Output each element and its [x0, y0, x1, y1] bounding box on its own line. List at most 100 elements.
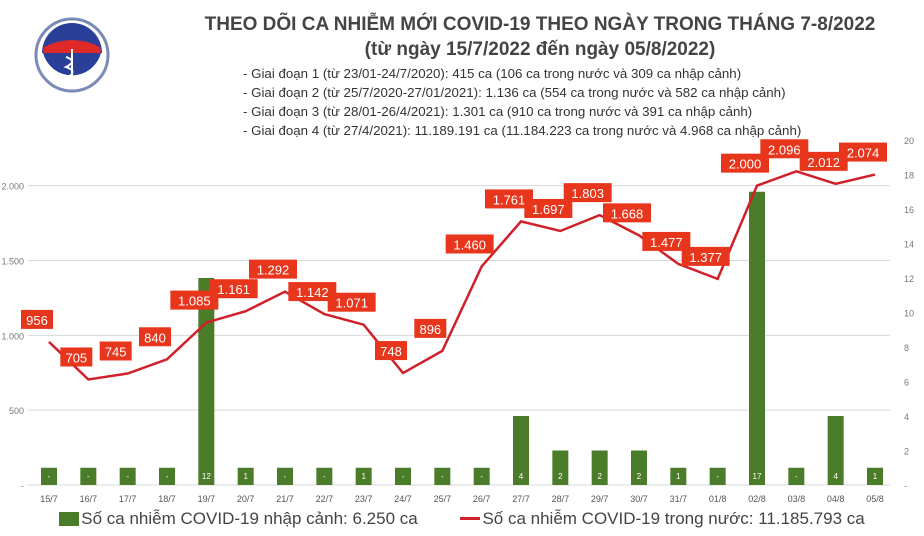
legend-line-swatch — [460, 517, 481, 521]
line-label-box-26/7 — [445, 234, 494, 254]
bar-label: - — [795, 472, 798, 481]
left-axis-tick: 1.500 — [1, 256, 24, 266]
line-label-box-24/7 — [375, 341, 407, 361]
x-axis-tick: 19/7 — [198, 494, 216, 504]
line-label-box-27/7 — [485, 189, 533, 209]
title-line-1: THEO DÕI CA NHIỄM MỚI COVID-19 THEO NGÀY… — [204, 14, 876, 35]
bar-26/7 — [473, 467, 490, 485]
left-axis-tick: 1.000 — [1, 331, 24, 341]
legend-line-label: Số ca nhiễm COVID-19 trong nước: 11.185.… — [482, 508, 865, 528]
right-axis-tick: 8 — [904, 343, 909, 353]
left-axis-tick: 2.000 — [1, 182, 24, 192]
bar-03/8 — [788, 467, 805, 485]
line-label-box-16/7 — [60, 347, 93, 367]
legend-bar-swatch — [59, 511, 80, 526]
line-label-box-03/8 — [760, 139, 809, 159]
right-axis-tick: 2 — [904, 447, 909, 457]
x-axis-tick: 29/7 — [591, 494, 609, 504]
line-label: 1.085 — [178, 294, 211, 309]
x-axis-tick: 30/7 — [630, 494, 648, 504]
ministry-of-health-logo — [34, 17, 110, 93]
line-label-box-17/7 — [99, 341, 132, 361]
x-axis-tick: 23/7 — [355, 494, 373, 504]
line-label-box-04/8 — [799, 151, 848, 171]
line-label: 1.803 — [571, 186, 604, 201]
line-label: 748 — [380, 344, 402, 359]
bar-label: - — [48, 472, 51, 481]
note-phase-4: - Giai đoạn 4 (từ 27/4/2021): 11.189.191… — [243, 123, 802, 138]
right-axis-tick: 14 — [904, 240, 914, 250]
x-axis-tick: 15/7 — [40, 494, 58, 504]
left-axis-tick: 500 — [9, 406, 24, 416]
line-label-box-21/7 — [249, 259, 297, 279]
line-label: 1.697 — [532, 202, 565, 217]
bar-label: 4 — [519, 472, 524, 481]
x-axis-tick: 26/7 — [473, 494, 491, 504]
line-label-box-01/8 — [681, 246, 730, 266]
x-axis-tick: 31/7 — [670, 494, 688, 504]
bar-label: 1 — [676, 472, 681, 481]
line-label: 2.012 — [807, 155, 840, 170]
bar-label: 12 — [202, 472, 211, 481]
line-label: 1.142 — [296, 285, 329, 300]
bar-20/7 — [237, 467, 254, 485]
x-axis-tick: 01/8 — [709, 494, 727, 504]
line-label-box-25/7 — [414, 318, 447, 338]
line-label-box-28/7 — [524, 199, 573, 219]
x-axis-tick: 21/7 — [276, 494, 294, 504]
x-axis-tick: 25/7 — [434, 494, 452, 504]
line-label: 1.292 — [257, 263, 290, 278]
x-axis-tick: 03/8 — [788, 494, 806, 504]
line-label: 1.477 — [650, 235, 683, 250]
line-label: 1.071 — [335, 296, 368, 311]
line-label: 2.000 — [729, 157, 762, 172]
right-axis-tick: 20 — [904, 136, 914, 146]
title-line-2: (từ ngày 15/7/2022 đến ngày 05/8/2022) — [364, 39, 716, 60]
bar-04/8 — [827, 416, 844, 485]
bar-label: - — [126, 472, 129, 481]
bar-label: 4 — [833, 472, 838, 481]
x-axis-tick: 16/7 — [80, 494, 98, 504]
line-label-box-15/7 — [21, 309, 53, 329]
line-label: 1.761 — [493, 192, 526, 207]
line-series — [48, 169, 876, 381]
line-label-box-20/7 — [209, 279, 258, 299]
x-axis-tick: 24/7 — [394, 494, 412, 504]
note-phase-2: - Giai đoạn 2 (từ 25/7/2020-27/01/2021):… — [243, 85, 786, 100]
phase-notes: - Giai đoạn 1 (từ 23/01-24/7/2020): 415 … — [243, 64, 801, 140]
bar-25/7 — [434, 467, 451, 485]
left-axis-tick: - — [21, 481, 24, 491]
bar-30/7 — [631, 450, 647, 485]
line-label-box-23/7 — [327, 292, 376, 312]
line-label: 956 — [26, 313, 48, 328]
bar-label: - — [87, 472, 90, 481]
line-label: 1.668 — [611, 206, 644, 221]
note-phase-3: - Giai đoạn 3 (từ 28/01-26/4/2021): 1.30… — [243, 104, 753, 119]
line-label: 2.096 — [768, 142, 801, 157]
x-axis-tick: 20/7 — [237, 494, 255, 504]
line-label: 745 — [105, 344, 127, 359]
line-label-box-22/7 — [288, 282, 337, 302]
x-axis-tick: 28/7 — [552, 494, 570, 504]
note-phase-1: - Giai đoạn 1 (từ 23/01-24/7/2020): 415 … — [243, 66, 742, 81]
right-axis-tick: 18 — [904, 171, 914, 181]
bar-16/7 — [80, 467, 97, 485]
chart-title: THEO DÕI CA NHIỄM MỚI COVID-19 THEO NGÀY… — [160, 12, 920, 62]
bar-17/7 — [119, 467, 136, 485]
bar-18/7 — [159, 467, 175, 485]
line-label-box-31/7 — [642, 231, 691, 251]
line-label: 896 — [419, 322, 441, 337]
bar-label: - — [480, 472, 483, 481]
bar-22/7 — [316, 467, 333, 485]
bar-label: 1 — [361, 472, 366, 481]
bar-02/8 — [749, 191, 765, 485]
legend: Số ca nhiễm COVID-19 nhập cảnh: 6.250 ca… — [0, 508, 924, 529]
right-axis-tick: 4 — [904, 412, 909, 422]
line-label: 1.161 — [217, 282, 250, 297]
bar-label: 17 — [753, 472, 762, 481]
line-label-box-05/8 — [839, 142, 887, 162]
line-label: 2.074 — [847, 146, 880, 161]
right-axis-tick: 16 — [904, 205, 914, 215]
line-label: 840 — [144, 330, 166, 345]
